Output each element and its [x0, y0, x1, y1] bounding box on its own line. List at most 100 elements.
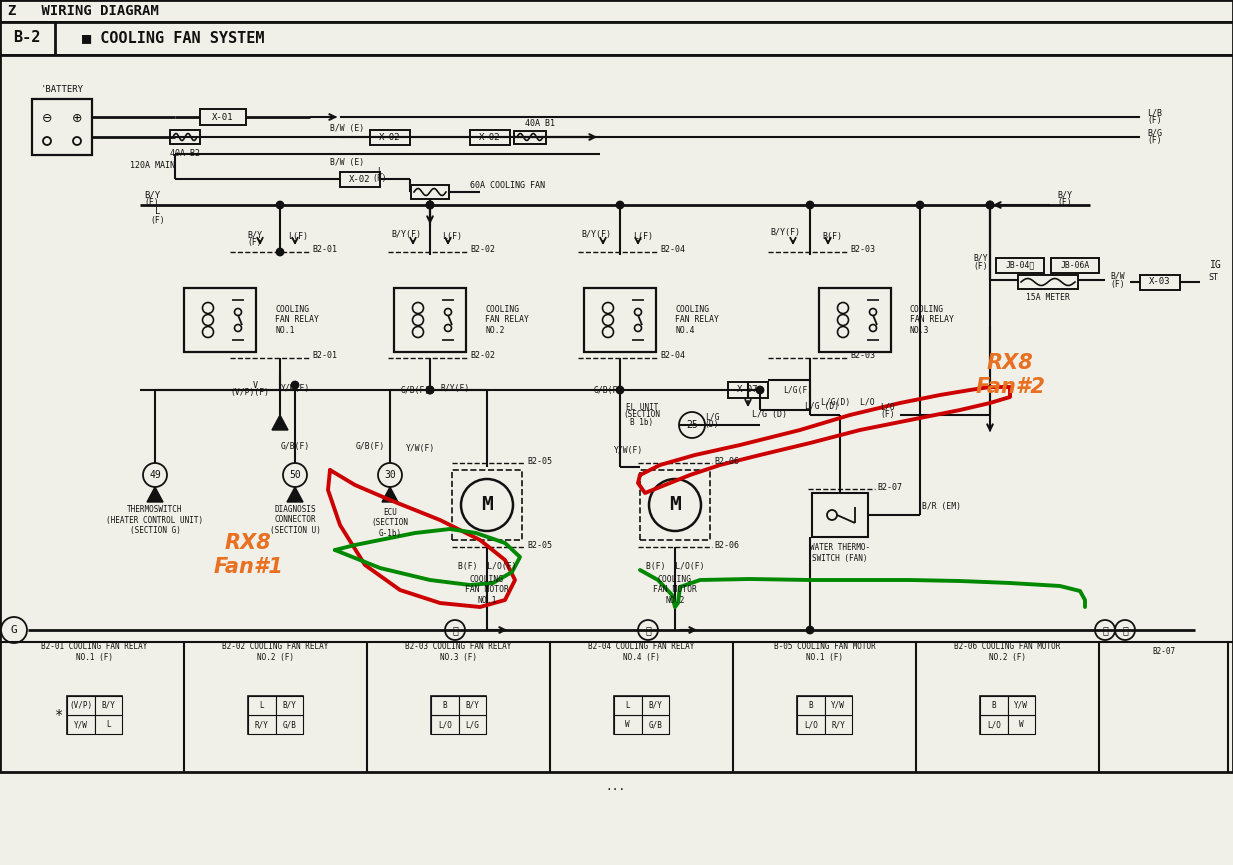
- Text: ■ COOLING FAN SYSTEM: ■ COOLING FAN SYSTEM: [83, 30, 265, 46]
- Text: ...: ...: [605, 782, 625, 792]
- Bar: [980, 696, 1007, 715]
- Text: 25: 25: [686, 420, 698, 430]
- Text: (F): (F): [248, 239, 263, 247]
- Text: B/Y: B/Y: [1058, 190, 1073, 200]
- Text: B2-02 COOLING FAN RELAY
NO.2 (F): B2-02 COOLING FAN RELAY NO.2 (F): [222, 643, 329, 662]
- Bar: [727, 382, 768, 398]
- Text: V: V: [253, 381, 258, 389]
- Bar: [95, 696, 122, 715]
- Text: G/B(F): G/B(F): [355, 443, 385, 452]
- Circle shape: [649, 479, 702, 531]
- Text: L/G(D)  L/O: L/G(D) L/O: [821, 399, 874, 407]
- Text: L: L: [106, 720, 111, 729]
- Text: X-03: X-03: [1149, 278, 1171, 286]
- Text: M: M: [670, 496, 681, 515]
- Bar: [1051, 258, 1099, 272]
- Bar: [0, 22, 1233, 55]
- Circle shape: [679, 412, 705, 438]
- Bar: [614, 696, 641, 715]
- Text: DIAGNOSIS
CONNECTOR
(SECTION U): DIAGNOSIS CONNECTOR (SECTION U): [270, 505, 321, 535]
- Polygon shape: [382, 487, 398, 502]
- Text: B/Y(F): B/Y(F): [769, 227, 800, 236]
- Bar: [200, 109, 247, 125]
- Text: L(F): L(F): [289, 233, 308, 241]
- Text: B2-06: B2-06: [714, 457, 739, 465]
- Polygon shape: [272, 415, 289, 430]
- Text: ⊖: ⊖: [42, 112, 52, 125]
- Text: R/Y(F): R/Y(F): [440, 383, 470, 393]
- Bar: [980, 715, 1007, 734]
- Bar: [340, 171, 380, 187]
- Bar: [95, 715, 122, 734]
- Bar: [825, 696, 852, 715]
- Text: B2-04: B2-04: [660, 351, 686, 361]
- Bar: [67, 696, 122, 734]
- Text: B-05 COOLING FAN MOTOR
NO.1 (F): B-05 COOLING FAN MOTOR NO.1 (F): [773, 643, 875, 662]
- Text: JB-06A: JB-06A: [1060, 260, 1090, 270]
- Text: L/O: L/O: [438, 720, 451, 729]
- Text: (F): (F): [150, 215, 165, 225]
- Text: 120A MAIN: 120A MAIN: [129, 161, 175, 170]
- Text: COOLING
FAN RELAY
NO.3: COOLING FAN RELAY NO.3: [910, 305, 954, 335]
- Circle shape: [461, 479, 513, 531]
- Text: (F): (F): [1148, 137, 1163, 145]
- Circle shape: [445, 309, 451, 316]
- Text: (F): (F): [372, 174, 387, 183]
- Bar: [370, 130, 411, 144]
- Text: (F): (F): [1110, 279, 1124, 289]
- Text: (F): (F): [1058, 198, 1073, 208]
- Text: B/Y(F): B/Y(F): [391, 230, 420, 240]
- Circle shape: [234, 324, 242, 331]
- Text: (V/P): (V/P): [69, 701, 92, 710]
- Bar: [0, 0, 1233, 22]
- Bar: [797, 715, 825, 734]
- Circle shape: [603, 303, 614, 313]
- Circle shape: [291, 381, 298, 388]
- Text: B2-07: B2-07: [877, 483, 903, 491]
- Text: B/W (E): B/W (E): [330, 157, 364, 166]
- Bar: [248, 715, 275, 734]
- Circle shape: [916, 202, 924, 208]
- Bar: [641, 715, 670, 734]
- Text: (F): (F): [880, 411, 895, 420]
- Bar: [275, 715, 303, 734]
- Circle shape: [427, 387, 434, 394]
- Text: ①: ①: [1102, 625, 1108, 635]
- Circle shape: [427, 202, 434, 208]
- Bar: [248, 696, 275, 715]
- Bar: [1018, 275, 1078, 289]
- Text: B 1b): B 1b): [630, 419, 653, 427]
- Bar: [980, 696, 1034, 734]
- Bar: [453, 470, 522, 540]
- Text: R/Y: R/Y: [831, 720, 845, 729]
- Text: B2-03: B2-03: [850, 246, 875, 254]
- Text: B/Y: B/Y: [248, 230, 263, 240]
- Bar: [1007, 696, 1034, 715]
- Text: L: L: [155, 208, 160, 216]
- Text: B/W: B/W: [1110, 272, 1124, 280]
- Text: B: B: [443, 701, 448, 710]
- Circle shape: [806, 626, 814, 633]
- Text: COOLING
FAN MOTOR
NO.2: COOLING FAN MOTOR NO.2: [653, 575, 697, 605]
- Text: L/G(F): L/G(F): [783, 386, 813, 394]
- Text: COOLING
FAN RELAY
NO.2: COOLING FAN RELAY NO.2: [485, 305, 529, 335]
- Text: B2-01: B2-01: [312, 351, 337, 361]
- Text: B/Y: B/Y: [973, 253, 988, 262]
- Text: ⊕: ⊕: [72, 112, 83, 125]
- Circle shape: [616, 387, 624, 394]
- Bar: [248, 696, 303, 734]
- Text: (F): (F): [973, 261, 988, 271]
- Text: B(F)  L/O(F): B(F) L/O(F): [646, 562, 704, 572]
- Text: B2-05: B2-05: [526, 541, 552, 549]
- Text: RX8
Fan#2: RX8 Fan#2: [975, 354, 1044, 396]
- Text: L/B: L/B: [1148, 108, 1163, 118]
- Circle shape: [43, 137, 51, 145]
- Text: Y/W(F): Y/W(F): [406, 445, 434, 453]
- Circle shape: [413, 303, 423, 313]
- Circle shape: [379, 463, 402, 487]
- Circle shape: [202, 303, 213, 313]
- Circle shape: [827, 510, 837, 520]
- Text: Y/W(F): Y/W(F): [280, 383, 309, 393]
- Text: Y/W: Y/W: [74, 720, 88, 729]
- Bar: [459, 715, 486, 734]
